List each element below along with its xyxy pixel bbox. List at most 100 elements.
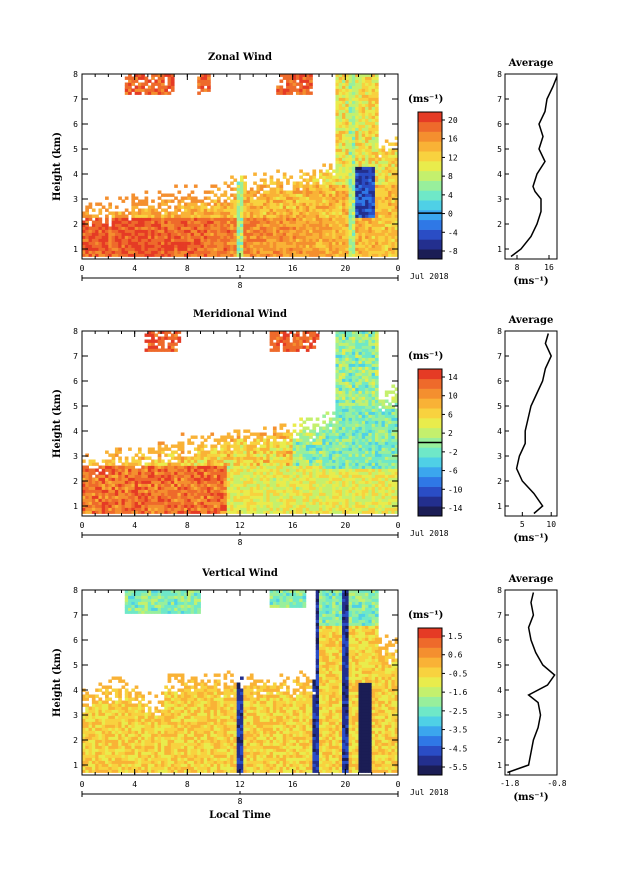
heatmap-cell [161, 504, 165, 508]
heatmap-cell [177, 501, 182, 505]
heatmap-cell [98, 208, 103, 212]
heatmap-cell [246, 217, 251, 221]
heatmap-cell [177, 190, 182, 194]
heatmap-cell [200, 501, 205, 505]
heatmap-cell [325, 447, 330, 451]
heatmap-cell [312, 214, 317, 218]
heatmap-cell [164, 489, 168, 493]
heatmap-cell [223, 435, 228, 439]
heatmap-cell [137, 250, 142, 254]
heatmap-cell [374, 196, 379, 200]
heatmap-cell [365, 112, 369, 116]
heatmap-cell [365, 79, 369, 83]
heatmap-cell [246, 250, 251, 254]
heatmap-cell [322, 456, 326, 460]
heatmap-cell [249, 202, 254, 206]
heatmap-cell [338, 85, 343, 89]
heatmap-cell [197, 91, 201, 95]
heatmap-cell [332, 471, 336, 475]
heatmap-cell [95, 250, 99, 254]
heatmap-cell [269, 471, 274, 475]
heatmap-cell [351, 181, 356, 185]
heatmap-cell [292, 202, 297, 206]
heatmap-cell [249, 205, 254, 209]
heatmap-cell [269, 330, 274, 334]
heatmap-cell [91, 495, 96, 499]
heatmap-cell [394, 148, 399, 152]
heatmap-cell [292, 181, 297, 185]
heatmap-cell [374, 115, 379, 119]
heatmap-cell [374, 193, 379, 197]
heatmap-cell [374, 145, 379, 149]
heatmap-cell [230, 501, 234, 505]
heatmap-cell [220, 489, 224, 493]
heatmap-cell [207, 477, 211, 481]
heatmap-cell [388, 232, 392, 236]
heatmap-cell [144, 196, 149, 200]
heatmap-cell [279, 504, 284, 508]
heatmap-cell [358, 73, 363, 77]
heatmap-cell [391, 211, 396, 215]
heatmap-cell [180, 489, 185, 493]
heatmap-cell [276, 495, 280, 499]
heatmap-cell [236, 447, 241, 451]
heatmap-cell [371, 235, 376, 239]
heatmap-cell [233, 178, 238, 182]
heatmap-cell [305, 345, 310, 349]
heatmap-cell [378, 250, 382, 254]
heatmap-cell [338, 214, 343, 218]
heatmap-cell [105, 507, 109, 511]
heatmap-cell [319, 211, 323, 215]
heatmap-cell [223, 193, 228, 197]
heatmap-cell [220, 477, 224, 481]
heatmap-cell [335, 435, 340, 439]
heatmap-cell [335, 402, 340, 406]
heatmap-cell [325, 498, 330, 502]
heatmap-cell [365, 241, 369, 245]
heatmap-cell [305, 244, 310, 248]
heatmap-cell [200, 199, 205, 203]
heatmap-cell [157, 474, 162, 478]
heatmap-cell [108, 510, 113, 514]
heatmap-cell [276, 465, 280, 469]
heatmap-cell [226, 241, 231, 245]
heatmap-cell [322, 247, 326, 251]
heatmap-cell [315, 480, 320, 484]
heatmap-cell [111, 217, 116, 221]
heatmap-cell [384, 232, 389, 236]
heatmap-cell [276, 501, 280, 505]
heatmap-cell [131, 76, 136, 80]
heatmap-cell [286, 345, 290, 349]
heatmap-cell [240, 229, 244, 233]
heatmap-cell [114, 468, 119, 472]
heatmap-cell [279, 465, 284, 469]
heatmap-cell [180, 447, 185, 451]
heatmap-cell [322, 459, 326, 463]
heatmap-cell [164, 474, 168, 478]
heatmap-cell [141, 498, 145, 502]
heatmap-cell [342, 214, 346, 218]
heatmap-cell [282, 241, 287, 245]
y-tick-label: 7 [73, 95, 78, 104]
heatmap-cell [233, 450, 238, 454]
heatmap-cell [312, 423, 317, 427]
heatmap-cell [137, 474, 142, 478]
heatmap-cell [111, 501, 116, 505]
heatmap-cell [272, 447, 277, 451]
heatmap-cell [170, 193, 175, 197]
heatmap-cell [365, 202, 369, 206]
heatmap-cell [295, 333, 300, 337]
heatmap-cell [361, 124, 366, 128]
heatmap-cell [289, 471, 294, 475]
heatmap-cell [345, 214, 350, 218]
heatmap-cell [95, 232, 99, 236]
heatmap-cell [210, 477, 215, 481]
heatmap-cell [167, 91, 172, 95]
heatmap-cell [101, 229, 106, 233]
heatmap-cell [355, 232, 359, 236]
heatmap-cell [180, 223, 185, 227]
heatmap-cell [279, 435, 284, 439]
heatmap-cell [249, 432, 254, 436]
heatmap-cell [137, 510, 142, 514]
heatmap-cell [338, 369, 343, 373]
